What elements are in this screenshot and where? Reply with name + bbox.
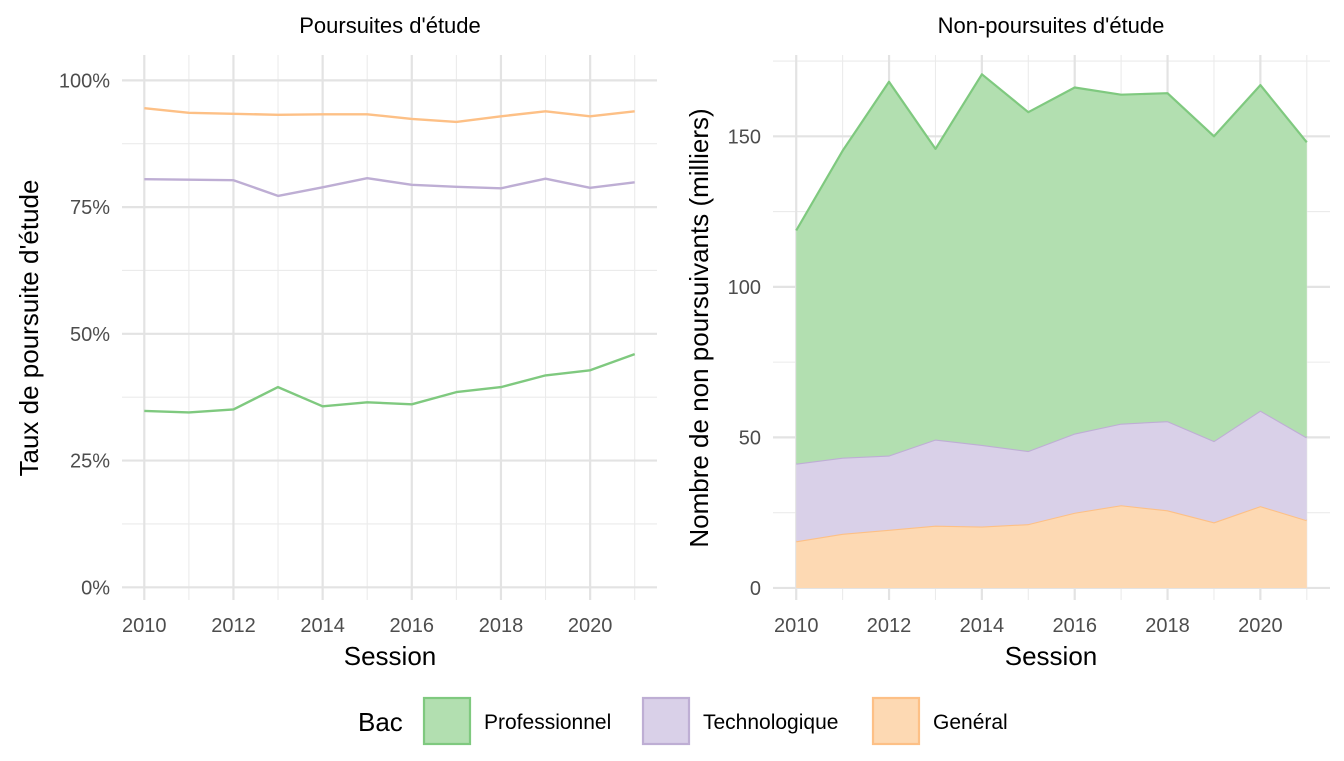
x-tick-label: 2012	[867, 615, 912, 637]
y-tick-label: 100	[728, 277, 761, 299]
x-tick-label: 2010	[774, 615, 819, 637]
x-tick-label: 2014	[300, 615, 345, 637]
panel-title-non-poursuites: Non-poursuites d'étude	[938, 13, 1165, 38]
x-tick-label: 2016	[1052, 615, 1097, 637]
y-tick-label: 50%	[70, 324, 110, 346]
x-tick-label: 2020	[568, 615, 613, 637]
panel-title-poursuites: Poursuites d'étude	[299, 13, 481, 38]
y-tick-label: 0%	[81, 577, 110, 599]
series-line-genéral	[144, 107, 635, 124]
x-tick-label: 2020	[1238, 615, 1283, 637]
x-tick-label: 2016	[390, 615, 435, 637]
y-axis-label-right: Nombre de non poursuivants (milliers)	[684, 108, 714, 547]
legend-label: Genéral	[933, 711, 1008, 734]
y-tick-label: 25%	[70, 451, 110, 473]
x-tick-label: 2010	[122, 615, 167, 637]
x-tick-label: 2018	[479, 615, 524, 637]
x-tick-label: 2014	[960, 615, 1005, 637]
legend-title: Bac	[358, 707, 403, 737]
y-tick-label: 0	[750, 578, 761, 600]
legend-key-technologique	[641, 696, 691, 746]
panel-poursuites: 0%25%50%75%100%2010 2012 2014 2016 2018 2020 …	[14, 13, 657, 671]
series-line-professionnel	[144, 352, 636, 414]
area-outline-genéral	[796, 504, 1308, 543]
y-tick-label: 150	[728, 126, 761, 148]
y-tick-label: 100%	[59, 70, 110, 92]
area-outline-professionnel	[795, 73, 1308, 232]
area-professionnel	[796, 74, 1307, 464]
x-axis-label-left: Session	[344, 641, 437, 671]
y-tick-label: 75%	[70, 197, 110, 219]
y-tick-label: 50	[739, 427, 761, 449]
x-axis-label-right: Session	[1005, 641, 1098, 671]
legend-key-professionnel	[422, 696, 472, 746]
legend: Bac Professionnel Technologique Genéral	[358, 696, 1008, 746]
legend-label: Professionnel	[484, 711, 611, 734]
y-axis-label-left: Taux de poursuite d'étude	[14, 180, 44, 477]
area-genéral	[796, 505, 1307, 588]
x-tick-label: 2012	[211, 615, 256, 637]
legend-key-genéral	[871, 696, 921, 746]
series-line-technologique	[144, 176, 635, 198]
x-tick-label: 2018	[1145, 615, 1190, 637]
legend-label: Technologique	[703, 711, 838, 734]
area-technologique	[796, 410, 1307, 542]
panel-non-poursuites: 0 50 100 150 2010 2012 2014 2016 2018 2020 Non-po…	[684, 13, 1330, 671]
